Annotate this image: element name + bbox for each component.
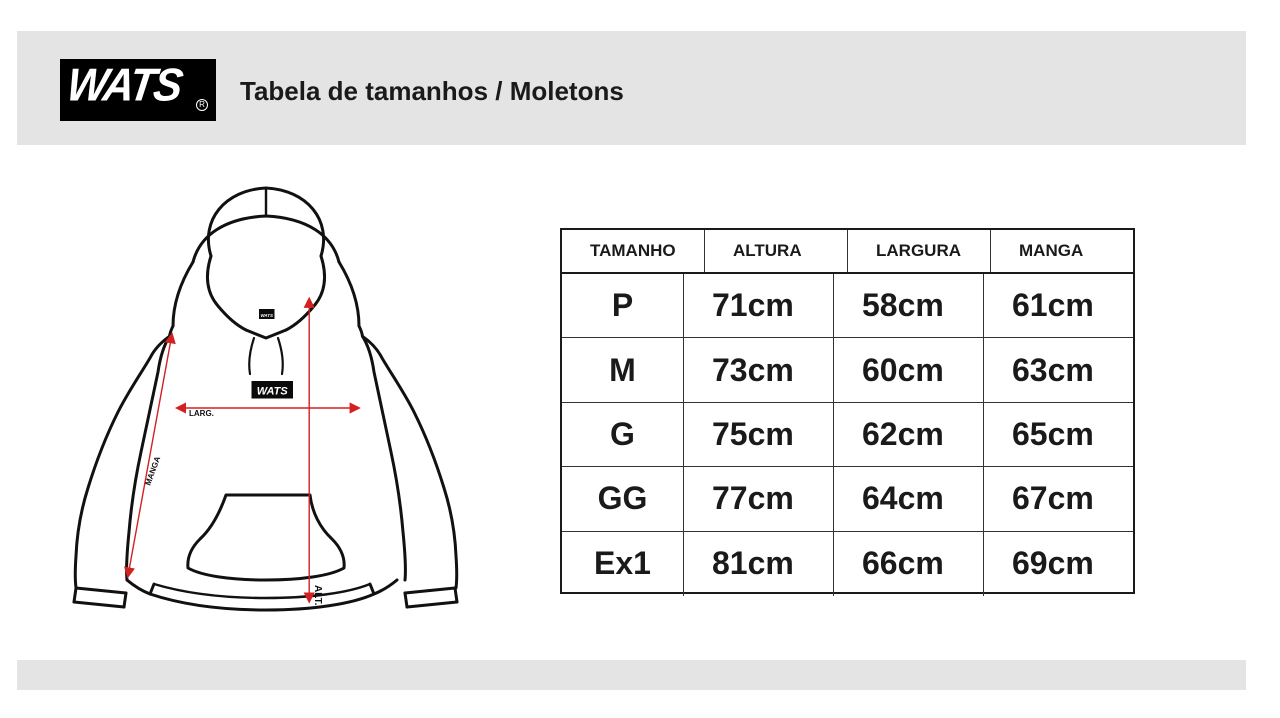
svg-text:WATS: WATS xyxy=(257,386,289,398)
svg-text:MANGA: MANGA xyxy=(143,455,162,487)
svg-text:LARG.: LARG. xyxy=(189,409,214,418)
svg-text:ALT.: ALT. xyxy=(312,585,323,606)
svg-text:WATS: WATS xyxy=(261,313,273,318)
